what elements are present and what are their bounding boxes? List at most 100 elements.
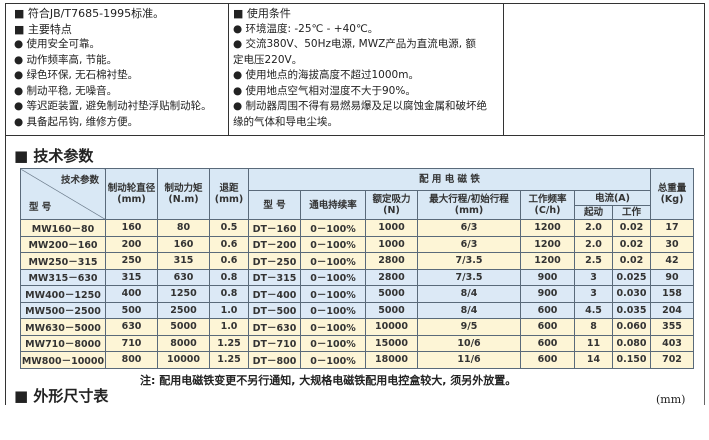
table-cell: 0.080 xyxy=(612,334,651,352)
table-row: MW800－10000 800 10000 1.25 DT－800 0－100% 18000… xyxy=(20,351,694,369)
table-cell: 2500 xyxy=(157,301,210,319)
header-start-current: 起动 xyxy=(574,205,613,220)
text-line: ■ 使用条件 xyxy=(233,7,291,20)
table-cell: 0.02 xyxy=(612,235,651,253)
table-cell: MW200－160 xyxy=(20,235,106,253)
text-line: ● 使用安全可靠。 xyxy=(14,38,100,50)
table-cell: DT－400 xyxy=(248,285,301,303)
table-cell: 11/6 xyxy=(417,351,521,369)
table-cell: 0.150 xyxy=(612,351,651,369)
table-cell: 6/3 xyxy=(417,219,521,237)
table-cell: 1.25 xyxy=(209,334,249,352)
table-cell: 30 xyxy=(650,235,694,253)
table-cell: DT－315 xyxy=(248,268,301,286)
table-cell: 250 xyxy=(105,252,158,270)
table-cell: 630 xyxy=(157,268,210,286)
table-cell: 1.0 xyxy=(209,318,249,336)
table-cell: 160 xyxy=(157,235,210,253)
table-cell: 900 xyxy=(520,268,575,286)
table-cell: 0－100% xyxy=(300,285,366,303)
header-work-current: 工作 xyxy=(612,205,651,220)
table-cell: MW630－5000 xyxy=(20,318,106,336)
table-cell: 15000 xyxy=(365,334,418,352)
text-line: ● 绿色环保, 无石棉衬垫。 xyxy=(14,69,139,81)
table-cell: 800 xyxy=(105,351,158,369)
table-cell: DT－800 xyxy=(248,351,301,369)
header-type: 型 号 xyxy=(248,190,301,220)
text-line: 定电压220V。 xyxy=(233,53,303,66)
table-cell: 8/4 xyxy=(417,301,521,319)
text-line: ● 使用地点空气相对湿度不大于90%。 xyxy=(233,84,416,97)
header-magnet: 配 用 电 磁 铁 xyxy=(248,168,651,191)
table-cell: 0－100% xyxy=(300,219,366,237)
table-cell: MW400－1250 xyxy=(20,285,106,303)
header-force: 额定吸力(N) xyxy=(365,190,418,220)
header-current: 电流(A) xyxy=(574,190,651,206)
table-cell: 11 xyxy=(574,334,613,352)
text-line: ■ 主要特点 xyxy=(14,22,72,36)
table-cell: 0－100% xyxy=(300,252,366,270)
text-line: ● 具备起吊钩, 维修方便。 xyxy=(14,115,139,128)
table-cell: 1200 xyxy=(520,252,575,270)
header-torque: 制动力矩(N.m) xyxy=(157,168,210,220)
table-note: 注: 配用电磁铁变更不另行通知, 大规格电磁铁配用电控盒较大, 须另外放置。 xyxy=(140,374,517,387)
table-cell: 0.035 xyxy=(612,301,651,319)
table-cell: 10/6 xyxy=(417,334,521,352)
table-cell: DT－200 xyxy=(248,235,301,253)
table-row: MW315－630 315 630 0.8 DT－315 0－100% 2800 7/3.5 9… xyxy=(20,268,694,286)
table-cell: 1000 xyxy=(365,235,418,253)
text-line: ● 制动器周围不得有易燃易爆及足以腐蚀金属和破坏绝 xyxy=(233,100,487,112)
table-row: MW160－80 160 80 0.5 DT－160 0－100% 1000 6/3 1200 2… xyxy=(20,219,694,237)
header-freq: 工作频率(C/h) xyxy=(520,190,575,220)
table-cell: 42 xyxy=(650,252,694,270)
header-weight: 总重量(Kg) xyxy=(650,168,694,220)
table-row: MW500－2500 500 2500 1.0 DT－500 0－100% 5000 8/4 6… xyxy=(20,301,694,319)
table-cell: 500 xyxy=(105,301,158,319)
table-cell: 1200 xyxy=(520,235,575,253)
table-cell: 3 xyxy=(574,268,613,286)
table-row: MW710－8000 710 8000 1.25 DT－710 0－100% 15000 10… xyxy=(20,334,694,352)
text-line: ● 交流380V、50Hz电源, MWZ产品为直流电源, 额 xyxy=(233,38,476,50)
section-border-left xyxy=(5,135,6,405)
table-cell: 6/3 xyxy=(417,235,521,253)
section-border-right xyxy=(704,135,705,405)
table-cell: 7/3.5 xyxy=(417,268,521,286)
table-cell: 0－100% xyxy=(300,351,366,369)
table-cell: 5000 xyxy=(157,318,210,336)
table-cell: 0.060 xyxy=(612,318,651,336)
table-cell: 600 xyxy=(520,301,575,319)
section-title-dimensions: ■ 外形尺寸表 xyxy=(14,387,109,405)
table-cell: DT－710 xyxy=(248,334,301,352)
table-cell: 1250 xyxy=(157,285,210,303)
table-cell: 2.0 xyxy=(574,219,613,237)
corner-top-label: 技术参数 xyxy=(60,175,99,186)
table-cell: 0.025 xyxy=(612,268,651,286)
text-line: ● 动作频率高, 节能。 xyxy=(14,53,118,66)
table-cell: 14 xyxy=(574,351,613,369)
table-cell: 702 xyxy=(650,351,694,369)
table-cell: DT－500 xyxy=(248,301,301,319)
table-cell: 2800 xyxy=(365,252,418,270)
table-cell: 400 xyxy=(105,285,158,303)
table-cell: 0.8 xyxy=(209,268,249,286)
table-cell: DT－630 xyxy=(248,318,301,336)
table-cell: 0.02 xyxy=(612,252,651,270)
table-cell: 8 xyxy=(574,318,613,336)
table-cell: 1200 xyxy=(520,219,575,237)
table-cell: MW315－630 xyxy=(20,268,106,286)
table-cell: 600 xyxy=(520,318,575,336)
table-cell: 1.25 xyxy=(209,351,249,369)
table-cell: 7/3.5 xyxy=(417,252,521,270)
section-title-tech-params: ■ 技术参数 xyxy=(14,147,94,165)
text-line: 缘的气体和导电尘埃。 xyxy=(233,115,338,128)
table-cell: 0.8 xyxy=(209,285,249,303)
table-cell: 0.6 xyxy=(209,235,249,253)
text-line: ● 制动平稳, 无噪音。 xyxy=(14,84,118,97)
table-cell: MW500－2500 xyxy=(20,301,106,319)
table-cell: 0.02 xyxy=(612,219,651,237)
blank-panel xyxy=(503,3,705,136)
table-cell: MW250－315 xyxy=(20,252,106,270)
unit-label: (mm) xyxy=(656,393,686,406)
table-row: MW400－1250 400 1250 0.8 DT－400 0－100% 5000 8/4 9… xyxy=(20,285,694,303)
corner-header: 技术参数型 号 xyxy=(20,168,106,220)
